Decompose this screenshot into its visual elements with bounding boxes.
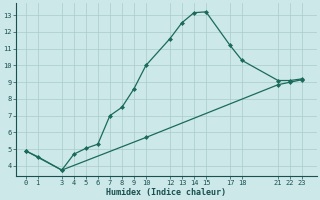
- X-axis label: Humidex (Indice chaleur): Humidex (Indice chaleur): [106, 188, 226, 197]
